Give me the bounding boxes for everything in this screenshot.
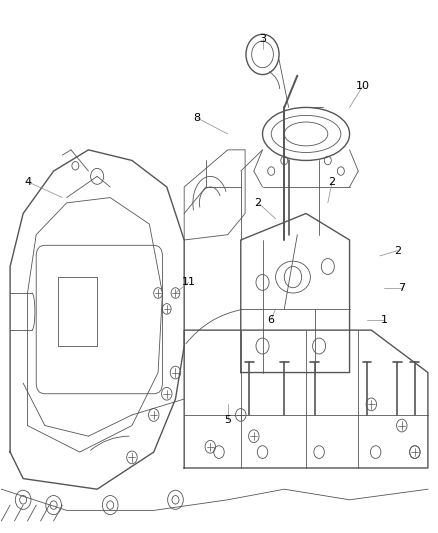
Text: 5: 5 <box>224 415 231 425</box>
Text: 2: 2 <box>328 176 336 187</box>
Text: 2: 2 <box>394 246 401 256</box>
Text: 4: 4 <box>24 176 31 187</box>
Text: 3: 3 <box>259 34 266 44</box>
Text: 6: 6 <box>268 314 275 325</box>
Text: 11: 11 <box>181 277 195 287</box>
Text: 7: 7 <box>398 282 405 293</box>
Text: 10: 10 <box>356 81 370 91</box>
Text: 8: 8 <box>194 113 201 123</box>
Text: 1: 1 <box>381 314 388 325</box>
Text: 2: 2 <box>254 198 262 208</box>
